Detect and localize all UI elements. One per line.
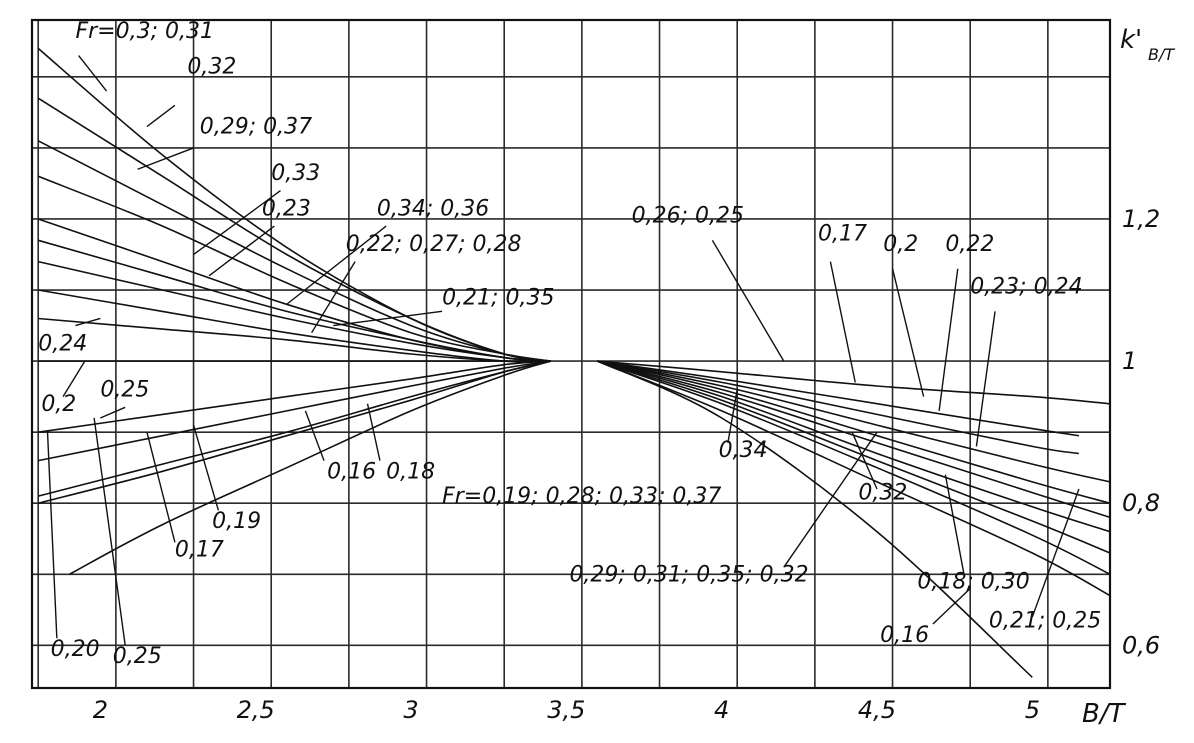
series-line-22 <box>597 360 1111 533</box>
curve-label: 0,24 <box>38 331 87 356</box>
y-tick-label: 0,6 <box>1122 631 1160 659</box>
x-tick-label: 2 <box>93 696 108 724</box>
y-tick-label: 0,8 <box>1122 489 1160 517</box>
series-line-12 <box>38 360 551 462</box>
leader-line <box>829 261 856 383</box>
series-line-17 <box>597 360 1080 437</box>
annotations: Fr=0,3; 0,31 0,32 0,29; 0,37 0,33 0,23 0,34; … <box>38 19 1101 669</box>
leader-line <box>192 424 220 511</box>
curve-label: 0,33 <box>271 161 320 186</box>
curve-label: 0,17 <box>818 221 867 246</box>
series-line-14 <box>38 360 551 504</box>
y-tick-label: 1,2 <box>1122 205 1160 233</box>
series-line-26 <box>597 360 1033 678</box>
x-tick-label: 3 <box>403 696 418 724</box>
leader-line <box>193 189 281 256</box>
leader-line <box>310 261 356 334</box>
leader-line <box>146 104 176 128</box>
leader-line <box>891 268 925 397</box>
leader-line <box>137 147 194 170</box>
curve-label: 0,34 <box>719 438 768 463</box>
plot-frame <box>30 18 1112 690</box>
leader-line <box>366 403 381 461</box>
curve-label: 0,21; 0,25 <box>989 609 1101 634</box>
curve-label: 0,26; 0,25 <box>632 204 744 229</box>
series-line-25 <box>597 360 1111 597</box>
curve-label: 0,32 <box>858 481 907 506</box>
leader-line <box>46 432 58 639</box>
leader-line <box>304 410 325 461</box>
curve-label: 0,18; 0,30 <box>917 570 1029 595</box>
y-axis-label-sub: B/T <box>1148 45 1175 64</box>
curve-label: 0,2 <box>883 232 918 257</box>
curve-label: 0,16 <box>880 623 929 648</box>
curve-label: 0,29; 0,37 <box>200 115 312 140</box>
tick-labels: 2 2,5 3 3,5 4 4,5 5 0,6 0,8 1 1,2 <box>93 205 1160 724</box>
series-line-4 <box>37 175 551 362</box>
curve-label: 0,32 <box>187 54 236 79</box>
leader-line <box>851 431 878 490</box>
leader-line <box>1031 488 1080 618</box>
curve-label: 0,21; 0,35 <box>442 285 554 310</box>
x-tick-label: 4 <box>714 696 729 724</box>
axis-titles: B/T k' B/T <box>1082 25 1175 729</box>
curve-label: 0,16 <box>327 459 376 484</box>
curve-label: 0,22 <box>945 232 994 257</box>
curve-label: 0,23; 0,24 <box>970 275 1082 300</box>
series-line-16 <box>597 360 1111 405</box>
leader-line <box>78 55 108 92</box>
series-line-11 <box>38 360 551 433</box>
curve-label: 0,2 <box>41 392 76 417</box>
leader-line <box>975 311 996 447</box>
x-tick-label: 3,5 <box>547 696 585 724</box>
curve-label: 0,19 <box>212 509 261 534</box>
leader-line <box>783 431 878 568</box>
curve-label: 0,18 <box>386 459 435 484</box>
leader-line <box>100 406 126 419</box>
leader-line <box>62 360 86 398</box>
curve-label: 0,25 <box>100 378 149 403</box>
series-line-23 <box>597 360 1111 554</box>
leader-line <box>727 389 738 443</box>
curve-label: 0,25 <box>113 644 162 669</box>
leader-line <box>944 474 965 575</box>
series-line-21 <box>597 360 1111 519</box>
series-line-15 <box>68 360 552 576</box>
leader-line <box>146 431 176 543</box>
leader-line <box>286 225 387 305</box>
curve-label: 0,20 <box>51 637 100 662</box>
curve-label: 0,34; 0,36 <box>377 196 489 221</box>
y-axis-label-main: k' <box>1120 25 1142 55</box>
leader-line <box>93 417 126 646</box>
leader-lines <box>46 55 1080 646</box>
curve-label: 0,23 <box>262 196 311 221</box>
curve-label: Fr=0,19; 0,28; 0,33; 0,37 <box>442 484 721 509</box>
leader-line <box>208 225 275 277</box>
series-line-18 <box>597 360 1080 455</box>
leader-line <box>333 310 443 327</box>
curve-label: 0,22; 0,27; 0,28 <box>346 232 522 257</box>
series-line-7 <box>38 260 551 362</box>
curves <box>37 47 1111 678</box>
leader-line <box>711 239 785 362</box>
y-tick-label: 1 <box>1122 347 1137 375</box>
x-tick-label: 2,5 <box>237 696 275 724</box>
leader-line <box>932 588 971 625</box>
series-line-24 <box>597 360 1111 576</box>
grid <box>30 18 1112 690</box>
curve-label: Fr=0,3; 0,31 <box>75 19 214 44</box>
series-line-19 <box>597 360 1111 483</box>
leader-line <box>938 268 959 411</box>
x-tick-label: 5 <box>1025 696 1040 724</box>
leader-line <box>75 317 101 327</box>
curve-label: 0,29; 0,31; 0,35; 0,32 <box>569 562 808 587</box>
series-line-20 <box>597 360 1111 504</box>
curve-label: 0,17 <box>175 538 224 563</box>
x-axis-label: B/T <box>1082 699 1127 729</box>
x-tick-label: 4,5 <box>858 696 896 724</box>
